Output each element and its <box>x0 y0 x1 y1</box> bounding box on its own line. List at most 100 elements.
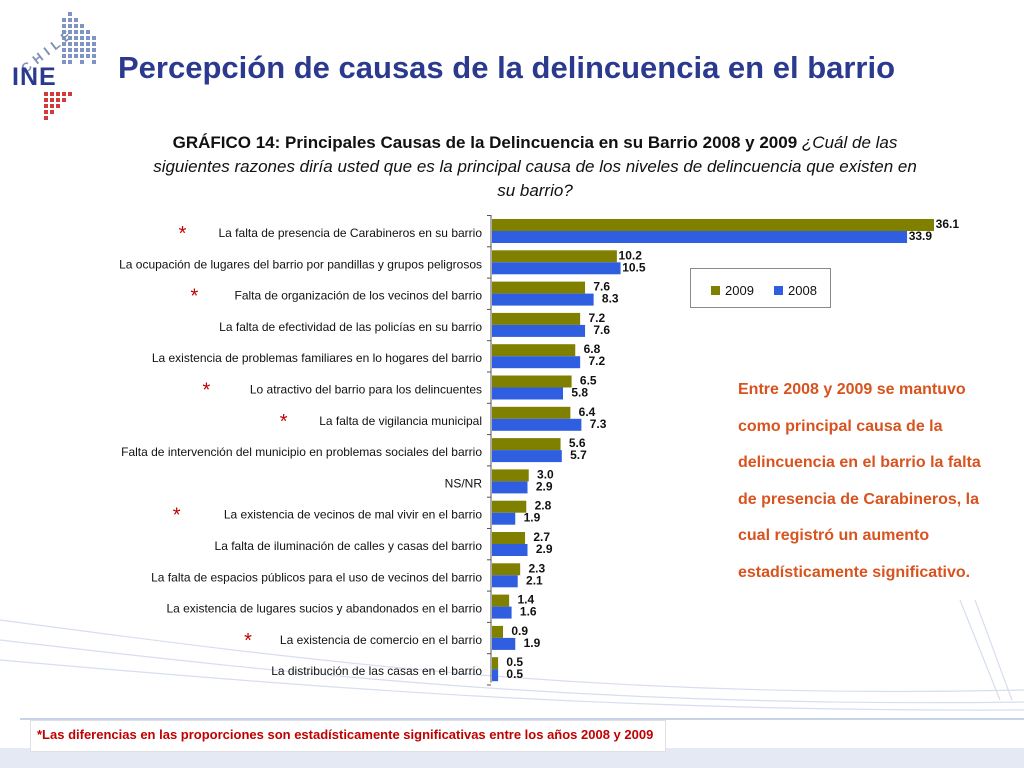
logo-dot <box>50 92 54 96</box>
category-labels: La falta de presencia de Carabineros en … <box>119 223 482 678</box>
value-label-2009: 0.9 <box>511 624 528 638</box>
value-label-2008: 10.5 <box>622 260 646 274</box>
bar-2008 <box>492 512 516 525</box>
bar-2008 <box>492 669 499 682</box>
value-labels: 36.133.910.210.57.68.37.27.66.87.26.55.8… <box>506 217 959 681</box>
logo-dot <box>62 42 66 46</box>
logo-main-text: INE <box>12 63 57 91</box>
bar-2009 <box>492 312 581 325</box>
footer-divider <box>20 718 1024 720</box>
bar-2009 <box>492 438 561 451</box>
logo-dot <box>50 104 54 108</box>
logo-dot <box>74 54 78 58</box>
logo-dot <box>62 54 66 58</box>
logo-dot <box>62 30 66 34</box>
logo-dot <box>86 42 90 46</box>
logo-dot <box>56 98 60 102</box>
value-label-2008: 7.3 <box>590 417 607 431</box>
bar-2008 <box>492 637 516 650</box>
logo-dot <box>74 24 78 28</box>
logo-dot <box>80 48 84 52</box>
category-label: La existencia de lugares sucios y abando… <box>166 602 482 616</box>
bar-2009 <box>492 219 934 231</box>
logo-dot <box>68 54 72 58</box>
legend-swatch-2009 <box>711 286 720 295</box>
logo-dot <box>62 18 66 22</box>
logo-dot <box>92 48 96 52</box>
bar-2009 <box>492 406 571 419</box>
value-label-2008: 2.9 <box>536 542 553 556</box>
legend-label-2009: 2009 <box>725 283 754 298</box>
footer-bar <box>0 748 1024 768</box>
bar-2009 <box>492 375 572 388</box>
ine-logo: CHILE INE <box>12 12 96 120</box>
category-label: La distribución de las casas en el barri… <box>271 664 482 678</box>
category-label: Falta de organización de los vecinos del… <box>235 289 483 303</box>
value-label-2008: 5.7 <box>570 448 587 462</box>
category-label: La falta de presencia de Carabineros en … <box>219 226 483 240</box>
value-label-2009: 6.4 <box>579 405 596 419</box>
page-title: Percepción de causas de la delincuencia … <box>118 50 896 85</box>
decorative-lines <box>0 600 1024 711</box>
logo-dot <box>56 92 60 96</box>
footnote: *Las diferencias en las proporciones son… <box>30 720 667 752</box>
significance-marker: * <box>191 286 199 308</box>
bar-2008 <box>492 231 908 243</box>
logo-dot <box>68 12 72 16</box>
category-label: La falta de iluminación de calles y casa… <box>215 539 483 553</box>
value-label-2008: 1.6 <box>520 605 537 619</box>
logo-dot <box>62 36 66 40</box>
value-label-2008: 7.2 <box>588 354 605 368</box>
value-label-2008: 1.9 <box>524 511 541 525</box>
category-label: La falta de espacios públicos para el us… <box>151 570 482 584</box>
annotation-text: Entre 2008 y 2009 se mantuvo como princi… <box>738 381 981 581</box>
logo-dot <box>56 104 60 108</box>
value-label-2008: 1.9 <box>524 636 541 650</box>
category-label: La existencia de comercio en el barrio <box>280 633 482 647</box>
legend-item-2008: 2008 <box>774 283 817 298</box>
category-label: La falta de efectividad de las policías … <box>219 320 482 334</box>
bar-2008 <box>492 606 512 619</box>
logo-dot <box>62 98 66 102</box>
value-label-2008: 8.3 <box>602 292 619 306</box>
value-label-2009: 5.6 <box>569 436 586 450</box>
logo-dot <box>68 24 72 28</box>
bar-2008 <box>492 262 621 275</box>
significance-marker: * <box>244 630 252 652</box>
bar-2009 <box>492 500 527 513</box>
logo-dot <box>68 92 72 96</box>
logo-dot-grid <box>44 12 96 120</box>
logo-dot <box>68 30 72 34</box>
logo-dot <box>86 30 90 34</box>
significance-marker: * <box>173 505 181 527</box>
logo-dot <box>62 92 66 96</box>
value-label-2009: 2.7 <box>533 530 550 544</box>
logo-dot <box>86 54 90 58</box>
logo-dot <box>44 110 48 114</box>
logo-dot <box>80 24 84 28</box>
value-label-2009: 2.3 <box>528 561 545 575</box>
logo-dot <box>62 48 66 52</box>
logo-dot <box>74 42 78 46</box>
logo-dot <box>74 36 78 40</box>
logo-dot <box>68 60 72 64</box>
value-label-2009: 2.8 <box>535 499 552 513</box>
bar-2008 <box>492 481 528 494</box>
logo-dot <box>44 98 48 102</box>
axis-ticks <box>487 215 491 686</box>
logo-dot <box>44 104 48 108</box>
value-label-2009: 1.4 <box>517 593 534 607</box>
bars <box>492 219 934 682</box>
logo-dot <box>74 18 78 22</box>
bar-2009 <box>492 281 586 294</box>
bar-2008 <box>492 575 518 588</box>
category-label: Lo atractivo del barrio para los delincu… <box>250 383 482 397</box>
category-label: NS/NR <box>445 476 483 490</box>
value-label-2009: 7.6 <box>593 280 610 294</box>
value-label-2008: 7.6 <box>593 323 610 337</box>
legend-swatch-2008 <box>774 286 783 295</box>
logo-dot <box>62 60 66 64</box>
logo-dot <box>86 36 90 40</box>
logo-dot <box>62 24 66 28</box>
value-label-2009: 10.2 <box>619 248 643 262</box>
